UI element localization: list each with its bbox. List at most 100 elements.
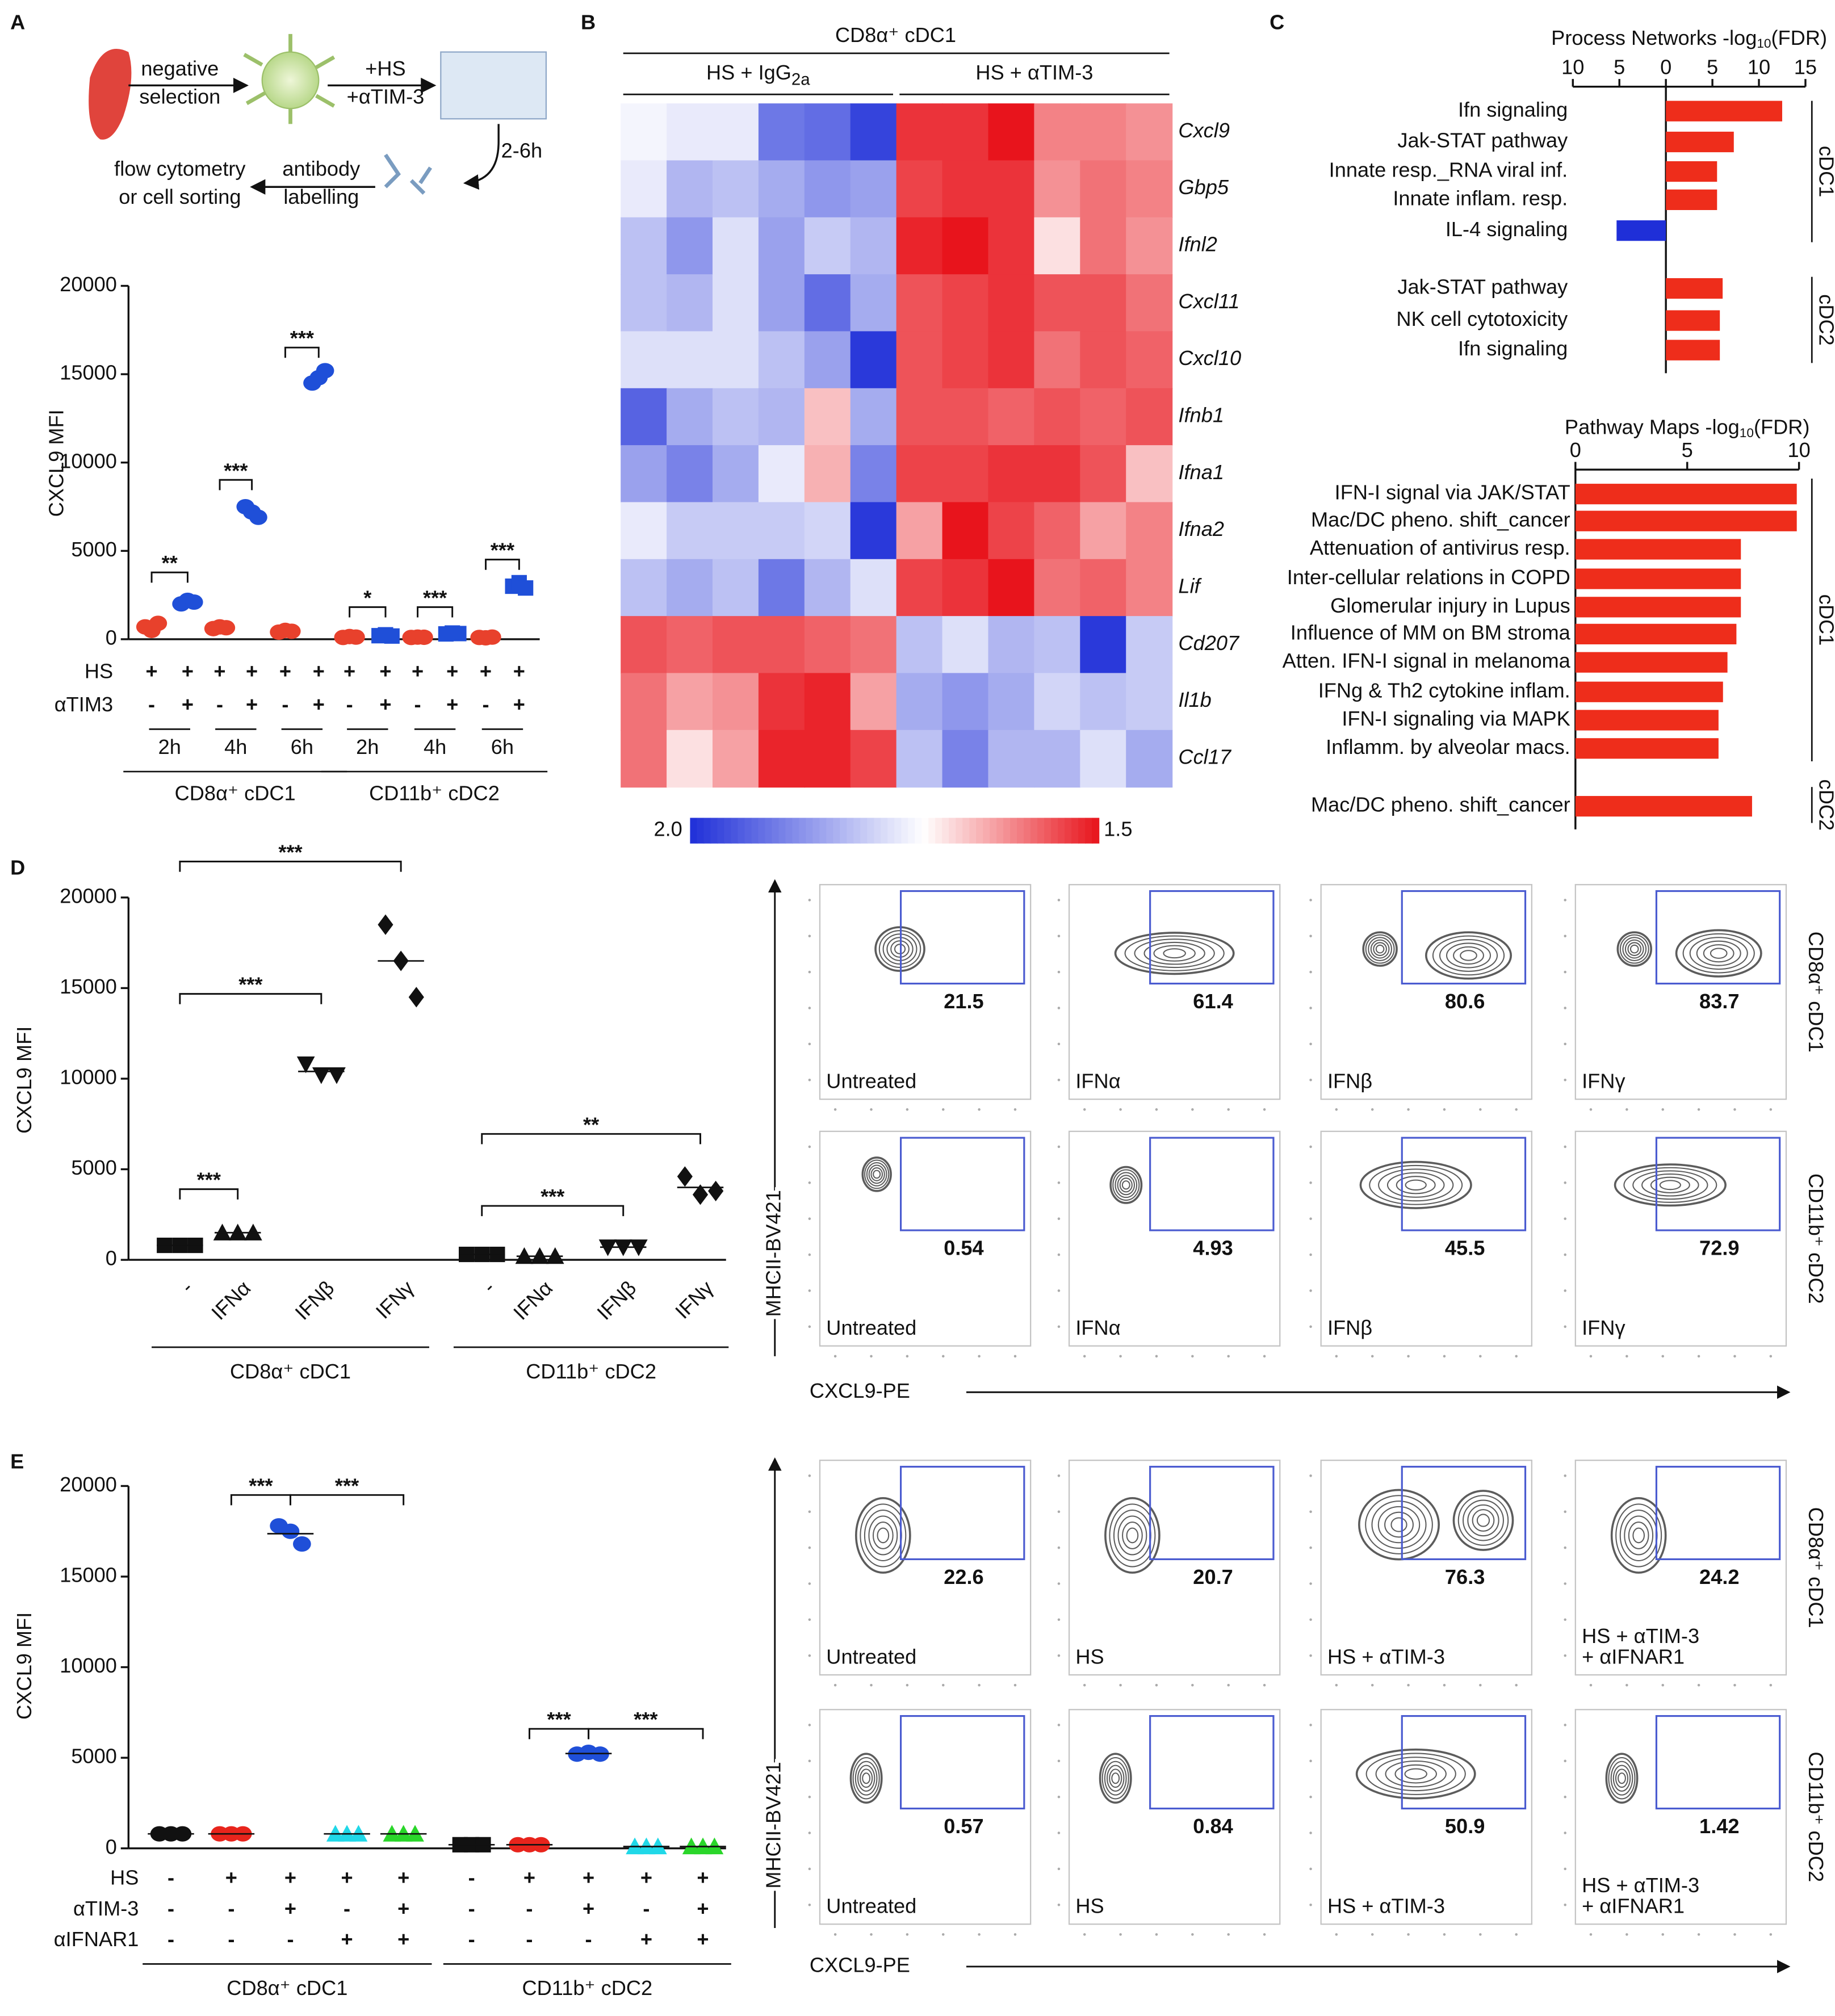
contour — [1112, 1169, 1140, 1201]
axis-tick-dot — [1083, 1355, 1086, 1358]
colorbar-segment — [1058, 818, 1066, 844]
colorbar-segment — [874, 818, 882, 844]
axis-tick-dot — [1263, 1355, 1266, 1358]
heatmap-cell — [713, 559, 760, 617]
category-label: Influence of MM on BM stroma — [1291, 621, 1571, 644]
axis-tick-dot — [1057, 1867, 1061, 1871]
row-value: - — [228, 1897, 234, 1920]
heatmap-cell — [896, 616, 943, 674]
heatmap-cell — [758, 559, 805, 617]
axis-tick-dot — [833, 1933, 837, 1936]
y-tick-label: 20000 — [60, 1473, 117, 1496]
heatmap-cell — [988, 673, 1035, 731]
axis-tick-dot — [1769, 1108, 1773, 1111]
panel-letter: C — [1270, 10, 1284, 33]
axis-tick-dot — [808, 1474, 811, 1477]
x-tick-label: IFNβ — [592, 1276, 640, 1325]
category-label: Attenuation of antivirus resp. — [1310, 536, 1570, 559]
gate-percent: 45.5 — [1445, 1237, 1485, 1260]
axis-tick-dot — [1443, 1108, 1446, 1111]
axis-tick-dot — [808, 970, 811, 974]
colorbar-segment — [1024, 818, 1032, 844]
contour — [1119, 1177, 1133, 1193]
axis-tick-dot — [1697, 1355, 1700, 1358]
contour — [1659, 1180, 1681, 1191]
y-tick-label: 5000 — [71, 538, 117, 561]
y-tick-label: 15000 — [60, 975, 117, 998]
contour — [862, 1772, 871, 1784]
gate-percent: 83.7 — [1699, 990, 1739, 1013]
x-tick-label: 10 — [1561, 56, 1584, 79]
axis-tick-dot — [942, 1355, 945, 1358]
axis-tick-dot — [1227, 1355, 1230, 1358]
axis-tick-dot — [1263, 1933, 1266, 1936]
y-tick-label: 15000 — [60, 361, 117, 384]
axis-tick-dot — [978, 1933, 981, 1936]
axis-tick-dot — [1057, 1831, 1061, 1834]
gate-percent: 76.3 — [1445, 1565, 1485, 1589]
colorbar-segment — [962, 818, 970, 844]
heatmap-cell — [621, 160, 668, 218]
contour — [1463, 1499, 1504, 1541]
axis-tick-dot — [1119, 1108, 1122, 1111]
contour — [1378, 1168, 1454, 1202]
flow-plot-frame — [1068, 1130, 1281, 1347]
significance-label: *** — [290, 326, 315, 350]
heatmap-cell — [942, 616, 989, 674]
condition-label: HS + αTIM-3 — [1582, 1874, 1699, 1897]
heatmap-cell — [988, 730, 1035, 788]
gene-label: Gbp5 — [1178, 175, 1229, 199]
axis-tick-dot — [808, 1904, 811, 1906]
axis-tick-dot — [1057, 1289, 1061, 1292]
axis-tick-dot — [1661, 1355, 1664, 1358]
y-tick-label: 5000 — [71, 1745, 117, 1768]
colorbar-segment — [738, 818, 745, 844]
contour — [1608, 1757, 1636, 1800]
condition-label: Untreated — [826, 1069, 916, 1092]
gate-percent: 20.7 — [1193, 1565, 1233, 1589]
colorbar-segment — [853, 818, 861, 844]
colorbar-segment — [1085, 818, 1093, 844]
heatmap-cell — [804, 502, 851, 560]
contour — [1124, 935, 1225, 971]
contour — [1689, 937, 1748, 970]
label-part: (FDR) — [1771, 26, 1828, 49]
category-label: Innate resp._RNA viral inf. — [1329, 158, 1568, 182]
colorbar-segment — [908, 818, 916, 844]
contour — [860, 1768, 873, 1788]
heatmap-cell — [667, 160, 714, 218]
axis-tick-dot — [1697, 1933, 1700, 1936]
schematic-label: +αTIM-3 — [347, 85, 425, 108]
schematic-label: flow cytometry — [114, 157, 246, 180]
axis-tick-dot — [1119, 1683, 1122, 1687]
y-tick-label: 10000 — [60, 449, 117, 472]
axis-tick-dot — [1309, 1654, 1312, 1657]
heatmap-cell — [988, 388, 1035, 446]
row-value: - — [468, 1927, 475, 1951]
flow-plot-frame — [1574, 884, 1787, 1100]
row-label: CD8α⁺ cDC1 — [1804, 932, 1828, 1053]
heatmap-cell — [667, 445, 714, 503]
row-value: - — [167, 1927, 174, 1951]
axis-tick-dot — [1057, 1510, 1061, 1513]
contour — [1627, 942, 1642, 956]
axis-tick-dot — [978, 1683, 981, 1687]
significance-bracket — [219, 479, 253, 491]
heatmap-cell — [988, 217, 1035, 275]
dot — [378, 914, 393, 935]
axis-tick-dot — [1309, 1759, 1312, 1763]
axis-tick-dot — [1309, 1795, 1312, 1799]
colorbar-segment — [812, 818, 820, 844]
contour — [1355, 1748, 1476, 1800]
colorbar-segment — [996, 818, 1004, 844]
heatmap-cell — [804, 160, 851, 218]
heatmap-cell — [1126, 160, 1173, 218]
axis-tick-dot — [1625, 1108, 1628, 1111]
axis-tick-dot — [1661, 1108, 1664, 1111]
flow-plot-frame — [1574, 1460, 1787, 1676]
row-value: + — [284, 1866, 296, 1889]
heatmap-cell — [713, 730, 760, 788]
x-tick-label: 10 — [1787, 438, 1810, 462]
row-value: - — [216, 693, 223, 716]
condition-label: IFNα — [1075, 1316, 1120, 1339]
